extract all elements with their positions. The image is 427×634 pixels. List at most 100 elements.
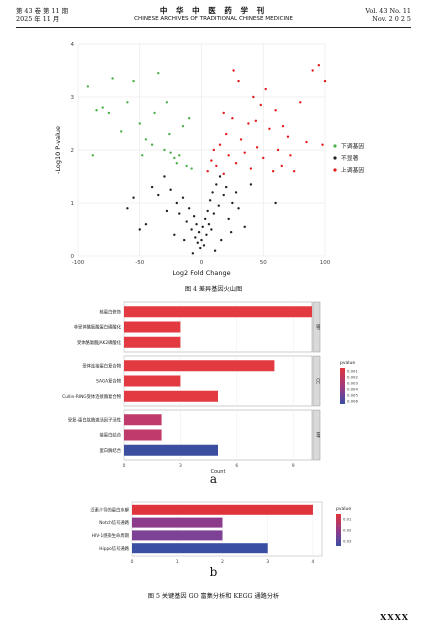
x-tick-label: 100 (320, 260, 331, 266)
data-point (271, 170, 275, 173)
figure5-label-a: a (209, 472, 218, 486)
category-label: SAGA复合物 (96, 378, 122, 385)
data-point (192, 215, 196, 218)
data-point (101, 106, 104, 109)
data-point (120, 130, 123, 133)
x-tick-label: 9 (292, 463, 295, 469)
facet-strip (312, 409, 321, 461)
legend-colorbar (340, 368, 345, 404)
data-point (311, 69, 314, 72)
category-label: 受体酪氨酸JAK2磷酸化 (77, 339, 122, 346)
data-point (222, 111, 225, 115)
data-point (305, 140, 308, 144)
x-tick-label: 3 (266, 559, 269, 565)
data-point (178, 212, 181, 215)
data-point (132, 79, 135, 83)
bar (124, 375, 181, 387)
bar (132, 530, 223, 541)
data-point (210, 159, 213, 162)
data-point (286, 135, 290, 138)
volume-issue-cn: 第 43 卷 第 11 期 (16, 7, 68, 15)
data-point (150, 185, 154, 189)
data-point (187, 207, 191, 210)
data-point (237, 79, 240, 83)
legend-title: pvalue (336, 506, 351, 512)
data-point (225, 132, 228, 136)
kegg-pathway-chart: 0 1 2 3 4 泛素介导的蛋白水解 Notch信号通路 HIV-1感染生命周期 Hippo信… (90, 501, 352, 565)
legend-swatch (333, 156, 337, 160)
category-label: HIV-1感染生命周期 (92, 532, 129, 539)
data-point (262, 156, 265, 160)
data-point (292, 170, 296, 173)
category-label: Cullin-RING受体连接酶复合物 (62, 393, 121, 400)
data-point (234, 162, 238, 165)
data-point (126, 101, 129, 104)
data-point (178, 154, 181, 157)
data-point (141, 154, 144, 157)
data-point (169, 188, 172, 191)
data-point (197, 230, 201, 234)
data-point (144, 138, 148, 141)
data-point (138, 122, 141, 125)
data-point (321, 143, 324, 146)
journal-title-en: CHINESE ARCHIVES OF TRADITIONAL CHINESE … (134, 16, 293, 22)
y-axis-label: -Log10 P-value (54, 126, 62, 174)
facet-strip-label: CC (316, 378, 321, 384)
data-point (217, 204, 220, 207)
data-point (168, 132, 171, 136)
data-point (254, 119, 258, 123)
legend-entry: 上调基因 (341, 166, 364, 174)
facet-strip (312, 355, 321, 407)
x-tick-label: 50 (260, 260, 267, 266)
bar (124, 444, 218, 456)
data-point (201, 225, 204, 229)
data-point (175, 162, 178, 165)
data-point (249, 167, 253, 170)
data-point (144, 223, 148, 226)
category-label: 接蛋白结合 (100, 432, 122, 439)
figure4-caption: 图 4 差异基因火山图 (184, 286, 243, 293)
data-point (204, 217, 207, 221)
data-point (205, 233, 208, 236)
data-point (247, 122, 250, 125)
data-point (276, 148, 280, 152)
category-label: Hippo信号通路 (99, 545, 129, 552)
data-point (181, 124, 185, 128)
x-tick-label: -50 (135, 260, 144, 266)
data-point (190, 228, 193, 231)
header-left: 第 43 卷 第 11 期 2025 年 11 月 (16, 7, 68, 23)
data-point (163, 148, 166, 152)
bar (132, 543, 268, 554)
y-tick-label: 2 (71, 148, 75, 154)
data-point (196, 241, 199, 244)
data-point (165, 101, 169, 104)
data-point (215, 183, 218, 186)
data-point (280, 164, 283, 168)
bar (124, 306, 312, 318)
figure5-label-b: b (209, 565, 218, 579)
bar (132, 517, 223, 528)
data-point (218, 143, 222, 146)
data-point (252, 95, 255, 99)
figure5-caption: 图 5 关键基因 GO 富集分析和 KEGG 通路分析 (147, 593, 280, 600)
date-en: Nov. 2 0 2 5 (372, 15, 411, 23)
bar (124, 429, 162, 441)
page-number: XXXX (380, 612, 409, 622)
data-point (229, 230, 233, 234)
data-point (157, 193, 160, 197)
volcano-plot: -100 -50 0 50 100 0 1 2 3 4 Log2 Fold Change -Log10… (54, 42, 364, 277)
data-point (227, 217, 230, 221)
legend-label: 0.03 (343, 538, 352, 543)
header-rule (16, 27, 411, 28)
data-point (243, 151, 246, 154)
data-point (234, 191, 238, 194)
x-tick-label: 3 (179, 463, 182, 469)
data-point (194, 236, 197, 239)
x-tick-label: 6 (235, 463, 238, 469)
data-point (222, 172, 225, 176)
legend-entry: 不显著 (341, 154, 359, 162)
data-point (323, 79, 327, 83)
data-point (138, 228, 141, 231)
bar (124, 336, 181, 348)
